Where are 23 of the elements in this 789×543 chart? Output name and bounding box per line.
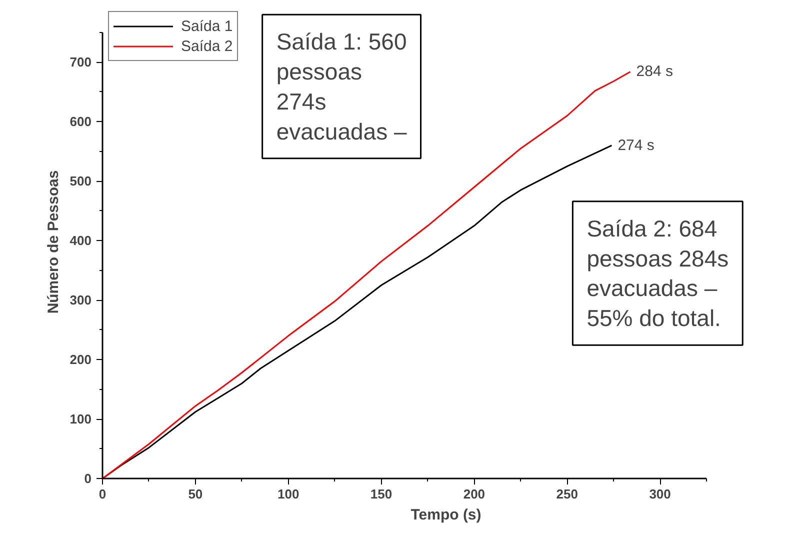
- y-tick-label: 600: [70, 114, 92, 130]
- y-tick-label: 200: [70, 352, 92, 368]
- x-tick-label: 300: [649, 486, 671, 502]
- y-axis-title: Número de Pessoas: [44, 170, 62, 314]
- y-tick-label: 400: [70, 233, 92, 248]
- y-tick-label: 700: [70, 54, 92, 70]
- annotation: Saída 2: 684 pessoas 284s evacuadas – 55% do total.: [586, 215, 729, 332]
- x-axis-title: Tempo (s): [410, 506, 482, 524]
- x-tick-label: 100: [278, 486, 300, 502]
- x-tick-label: 0: [98, 486, 106, 502]
- legend-label: Saída 2: [181, 37, 233, 55]
- y-tick-label: 300: [70, 292, 92, 308]
- annotation: Saída 1: 560 pessoas 274s evacuadas –: [276, 28, 407, 144]
- x-tick-label: 200: [463, 486, 486, 502]
- x-tick-label: 250: [556, 486, 578, 502]
- annotation: 274 s: [618, 136, 654, 154]
- x-tick-label: 50: [188, 486, 203, 502]
- y-tick-label: 0: [84, 471, 92, 486]
- y-tick-label: 500: [70, 174, 92, 189]
- x-tick-label: 150: [370, 486, 392, 502]
- legend-label: Saída 1: [181, 17, 233, 35]
- y-tick-label: 100: [70, 412, 92, 427]
- annotation: 284 s: [636, 63, 674, 80]
